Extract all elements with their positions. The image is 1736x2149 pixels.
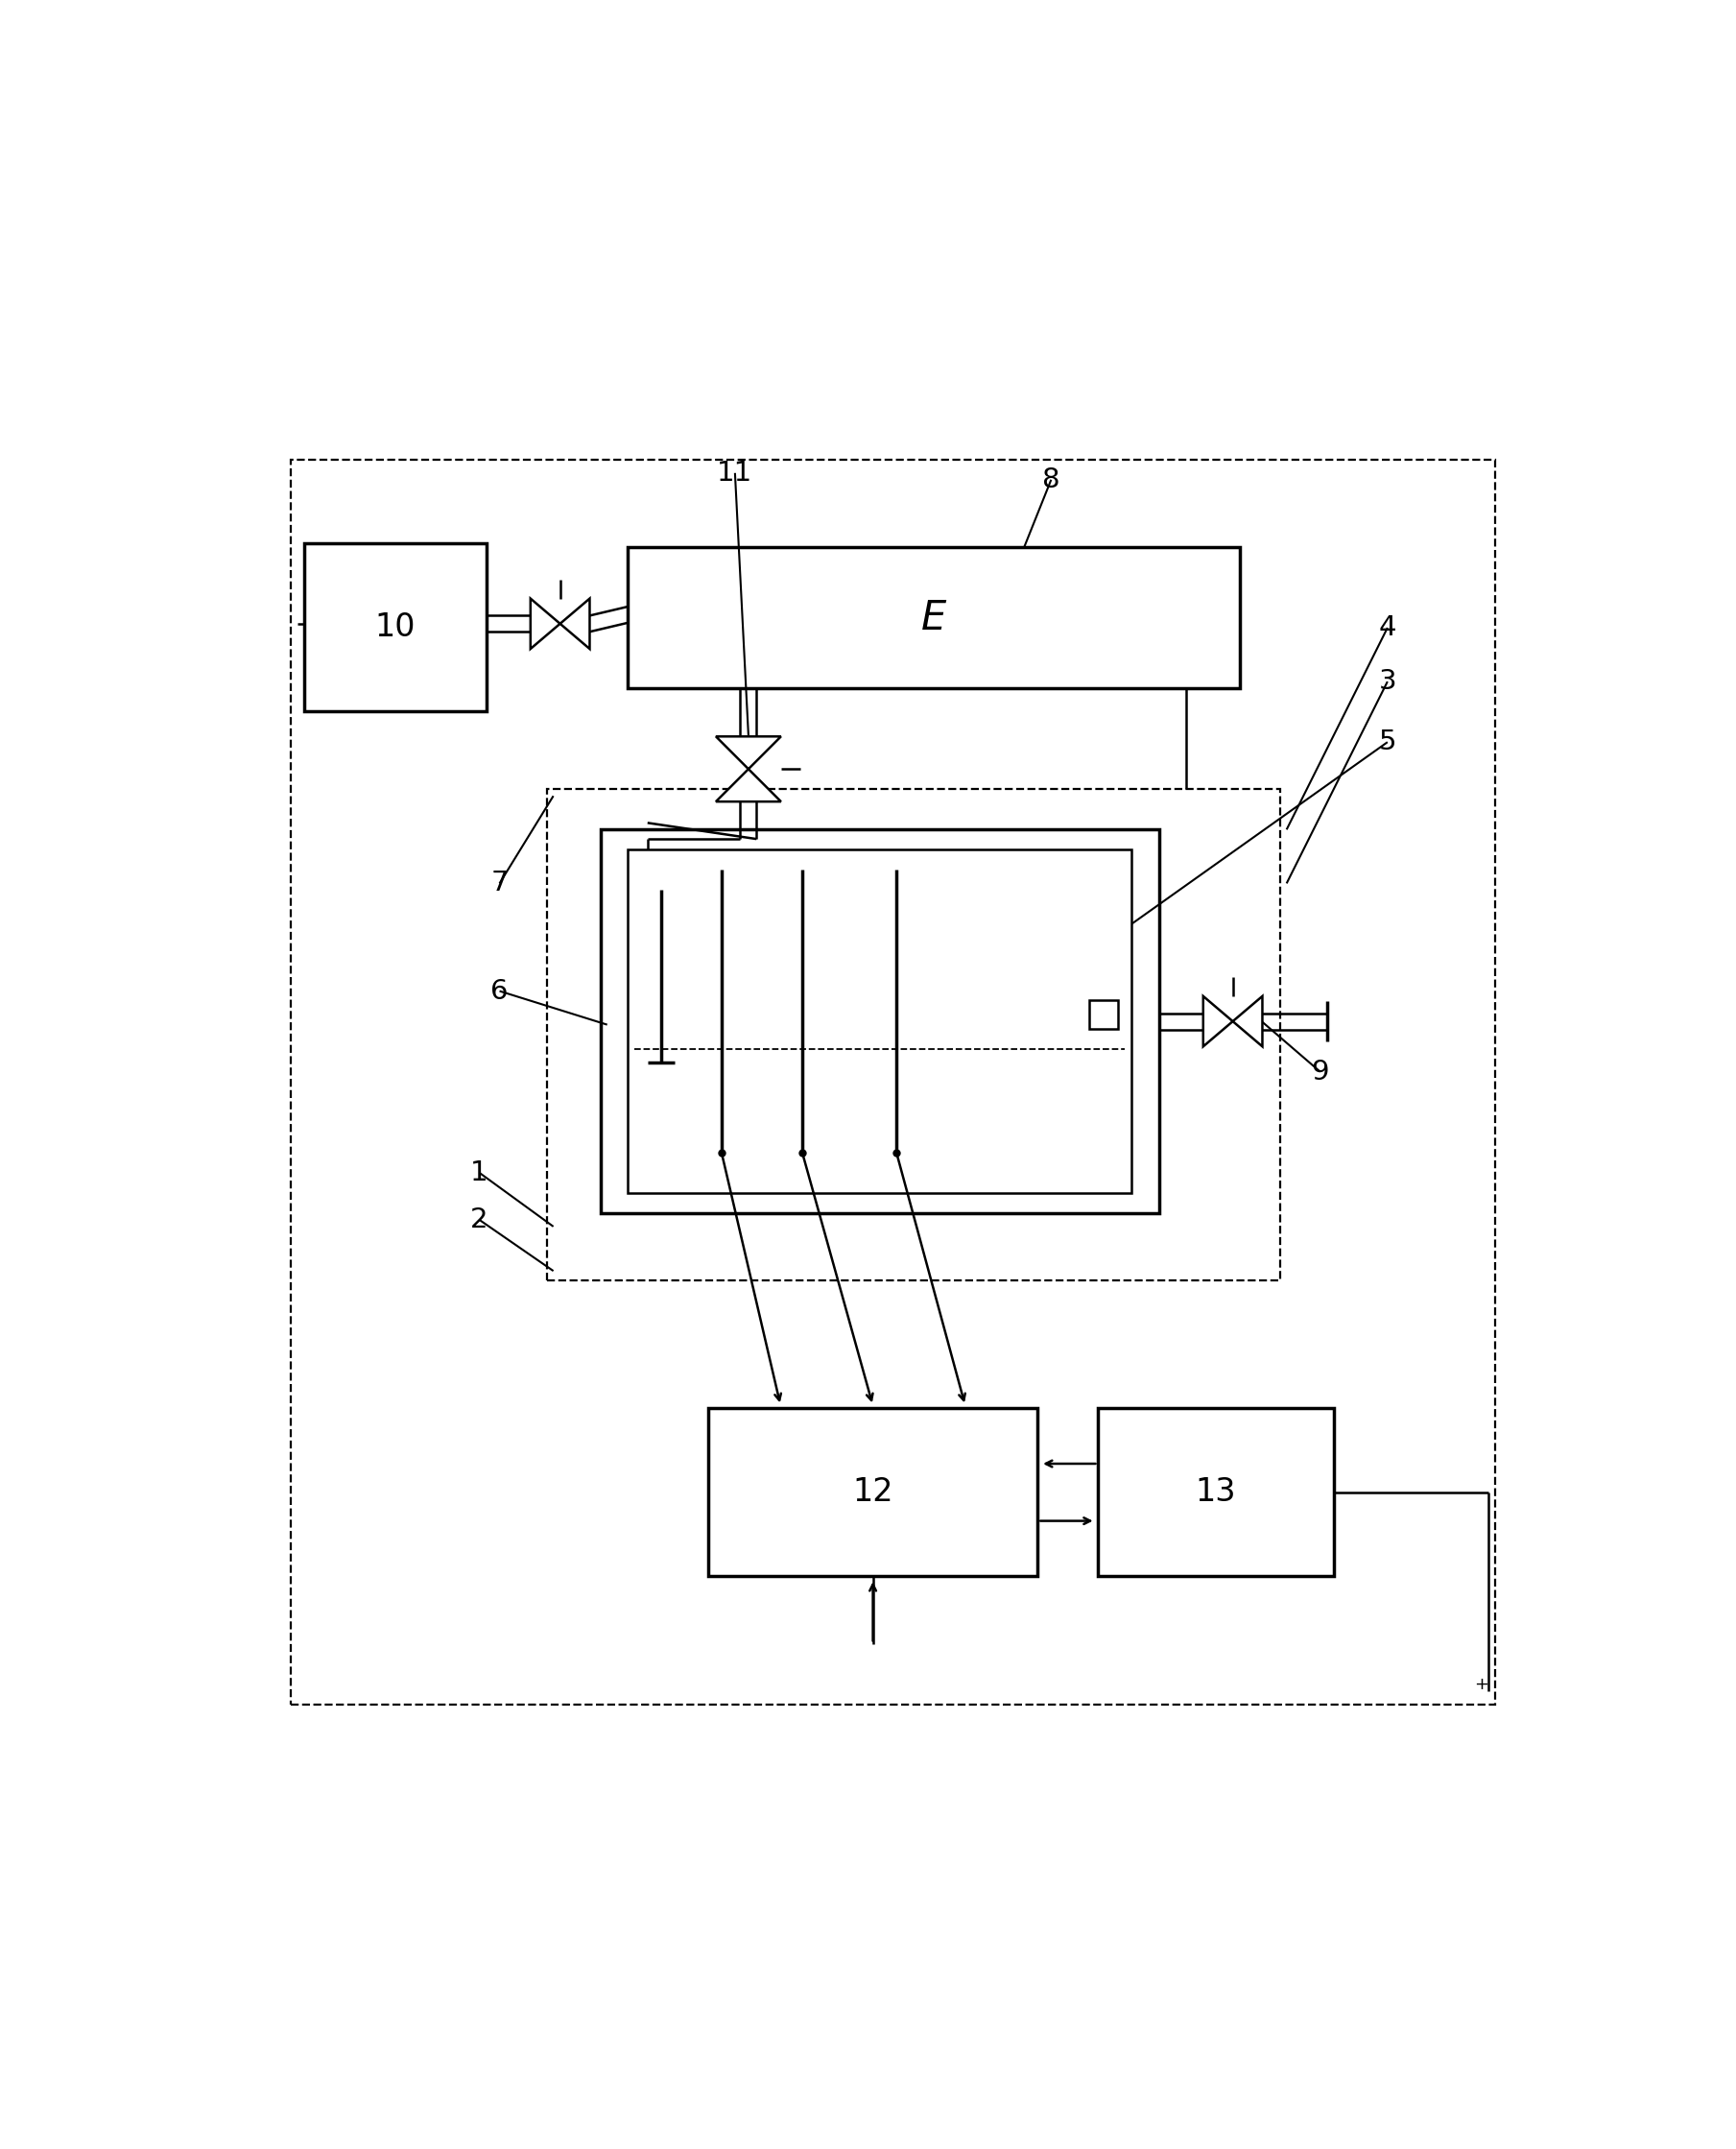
Polygon shape xyxy=(715,769,781,802)
Text: 8: 8 xyxy=(1042,466,1061,492)
Polygon shape xyxy=(1233,997,1262,1047)
Bar xyxy=(1088,999,1118,1029)
Bar xyxy=(1099,1408,1333,1577)
Bar xyxy=(601,830,1160,1212)
Bar xyxy=(304,544,486,711)
Text: 3: 3 xyxy=(1378,668,1396,694)
Polygon shape xyxy=(715,737,781,769)
Polygon shape xyxy=(531,600,561,649)
Text: 10: 10 xyxy=(375,610,415,643)
Polygon shape xyxy=(1203,997,1233,1047)
Text: 4: 4 xyxy=(1378,615,1396,640)
Text: 1: 1 xyxy=(470,1158,488,1186)
Text: 7: 7 xyxy=(491,870,509,896)
Text: E: E xyxy=(920,597,946,638)
Text: 13: 13 xyxy=(1196,1476,1236,1509)
Bar xyxy=(708,1408,1038,1577)
Text: 9: 9 xyxy=(1311,1057,1330,1085)
Text: 11: 11 xyxy=(717,460,753,486)
Text: 12: 12 xyxy=(852,1476,894,1509)
Text: 2: 2 xyxy=(470,1206,488,1234)
Bar xyxy=(627,849,1132,1193)
Text: 5: 5 xyxy=(1378,729,1396,756)
Text: 6: 6 xyxy=(491,978,509,1004)
Bar xyxy=(627,548,1240,688)
Text: +: + xyxy=(1474,1676,1489,1693)
Polygon shape xyxy=(561,600,590,649)
